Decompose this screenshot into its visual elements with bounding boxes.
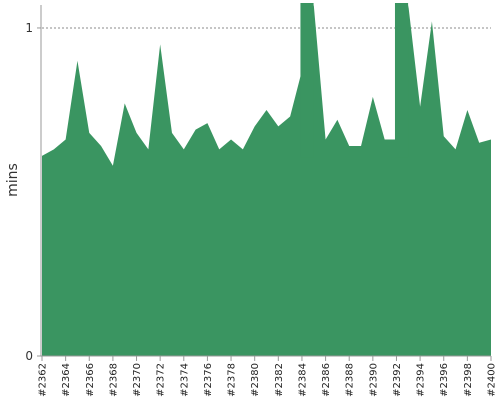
x-tick-label-2372: #2372	[156, 363, 167, 397]
x-tick-label-2378: #2378	[227, 363, 238, 397]
x-tick-label-2380: #2380	[250, 363, 261, 397]
x-tick-label-2392: #2392	[392, 363, 403, 397]
x-tick-label-2370: #2370	[132, 363, 143, 397]
x-tick-label-2382: #2382	[274, 363, 285, 397]
x-tick-label-2394: #2394	[416, 363, 427, 397]
x-tick-label-2386: #2386	[321, 363, 332, 397]
area-series	[42, 5, 491, 356]
x-tick-label-2374: #2374	[179, 363, 190, 397]
clipped-peak-0	[300, 3, 314, 158]
x-tick-label-2400: #2400	[487, 363, 498, 397]
x-tick-label-2362: #2362	[38, 363, 49, 397]
x-tick-label-2366: #2366	[85, 363, 96, 397]
x-tick-label-2388: #2388	[345, 363, 356, 397]
y-tick-label-0: 0	[25, 349, 33, 363]
x-tick-label-2376: #2376	[203, 363, 214, 397]
x-tick-label-2390: #2390	[368, 363, 379, 397]
axis-layer	[40, 5, 491, 357]
y-tick-label-1: 1	[25, 21, 33, 35]
x-tick-label-2384: #2384	[297, 363, 308, 397]
area-layer	[42, 3, 491, 356]
x-tick-label-2368: #2368	[108, 363, 119, 397]
x-tick-label-2364: #2364	[61, 363, 72, 397]
y-axis-label: mins	[5, 163, 21, 197]
x-tick-label-2398: #2398	[463, 363, 474, 397]
tick-layer: 0 1 #2362 #2364 #2366 #2368 #2370 #2372 #2374 #23…	[25, 21, 497, 397]
clipped-peak-1	[394, 3, 409, 158]
x-tick-label-2396: #2396	[439, 363, 450, 397]
